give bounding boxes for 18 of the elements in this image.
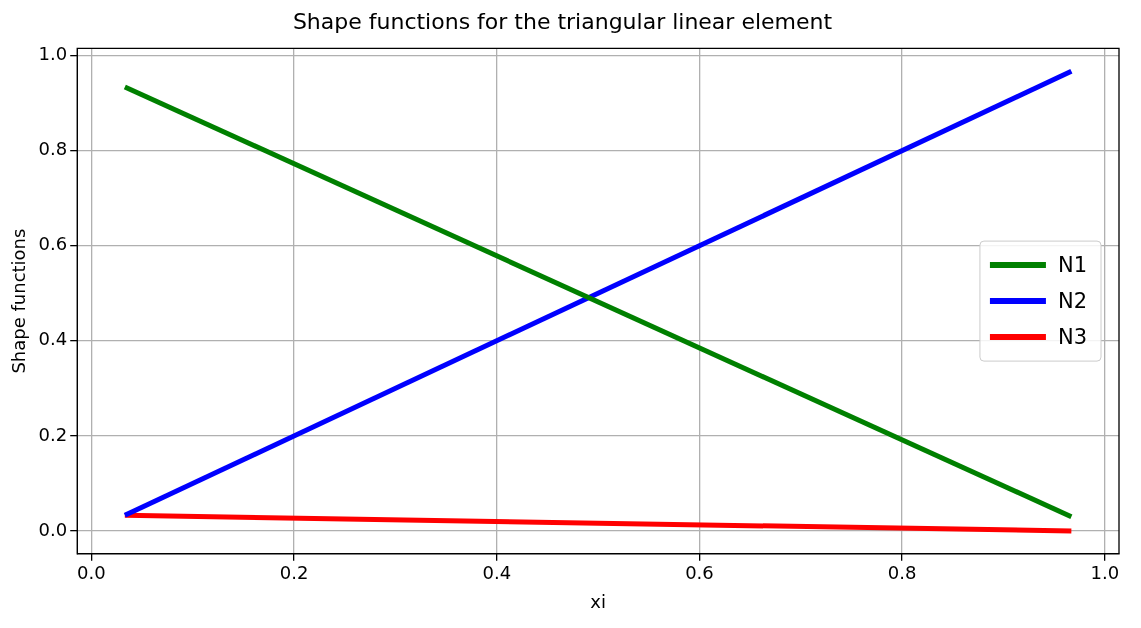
chart-title: Shape functions for the triangular linear element [292, 8, 833, 34]
x-tick-label: 0.4 [482, 562, 512, 584]
legend-label: N3 [1057, 324, 1088, 349]
legend-label: N1 [1057, 252, 1088, 277]
y-tick-label: 0.4 [38, 328, 68, 350]
x-axis-title: xi [590, 590, 606, 612]
x-tick-label: 0.2 [279, 562, 309, 584]
y-tick-label: 0.8 [38, 138, 68, 160]
legend-label: N2 [1057, 288, 1088, 313]
x-tick-label: 0.6 [685, 562, 714, 584]
y-axis-title: Shape functions [8, 228, 30, 374]
y-tick-label: 1.0 [38, 43, 68, 65]
y-tick-label: 0.2 [38, 423, 68, 445]
x-tick-label: 0.0 [77, 562, 106, 584]
x-tick-label: 0.8 [887, 562, 917, 584]
x-tick-label: 1.0 [1090, 562, 1120, 584]
y-tick-label: 0.6 [38, 233, 68, 255]
y-tick-label: 0.0 [38, 518, 68, 540]
